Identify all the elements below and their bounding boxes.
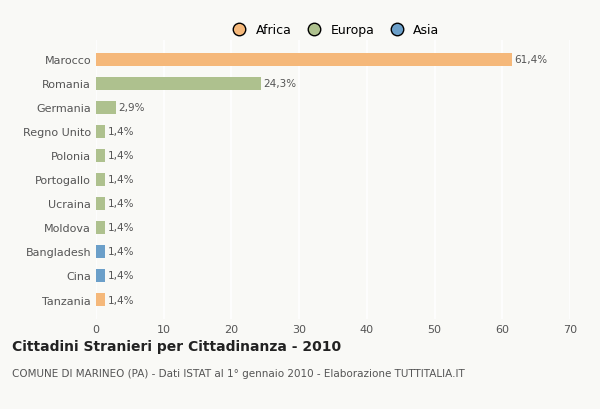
Text: 1,4%: 1,4% bbox=[108, 151, 134, 161]
Text: 1,4%: 1,4% bbox=[108, 223, 134, 233]
Bar bbox=[96, 269, 106, 282]
Text: 1,4%: 1,4% bbox=[108, 127, 134, 137]
Text: 1,4%: 1,4% bbox=[108, 199, 134, 209]
Bar bbox=[96, 126, 106, 139]
Text: COMUNE DI MARINEO (PA) - Dati ISTAT al 1° gennaio 2010 - Elaborazione TUTTITALIA: COMUNE DI MARINEO (PA) - Dati ISTAT al 1… bbox=[12, 368, 465, 378]
Bar bbox=[96, 197, 106, 211]
Bar bbox=[96, 149, 106, 163]
Legend: Africa, Europa, Asia: Africa, Europa, Asia bbox=[222, 19, 444, 42]
Bar bbox=[96, 101, 116, 115]
Text: 1,4%: 1,4% bbox=[108, 175, 134, 185]
Bar bbox=[96, 245, 106, 258]
Text: 1,4%: 1,4% bbox=[108, 247, 134, 257]
Bar bbox=[96, 221, 106, 234]
Text: 2,9%: 2,9% bbox=[118, 103, 145, 113]
Text: 61,4%: 61,4% bbox=[514, 55, 548, 65]
Text: Cittadini Stranieri per Cittadinanza - 2010: Cittadini Stranieri per Cittadinanza - 2… bbox=[12, 339, 341, 353]
Bar bbox=[96, 293, 106, 306]
Bar bbox=[96, 78, 260, 91]
Text: 1,4%: 1,4% bbox=[108, 295, 134, 305]
Text: 24,3%: 24,3% bbox=[263, 79, 296, 89]
Bar bbox=[96, 54, 512, 67]
Text: 1,4%: 1,4% bbox=[108, 271, 134, 281]
Bar bbox=[96, 173, 106, 187]
